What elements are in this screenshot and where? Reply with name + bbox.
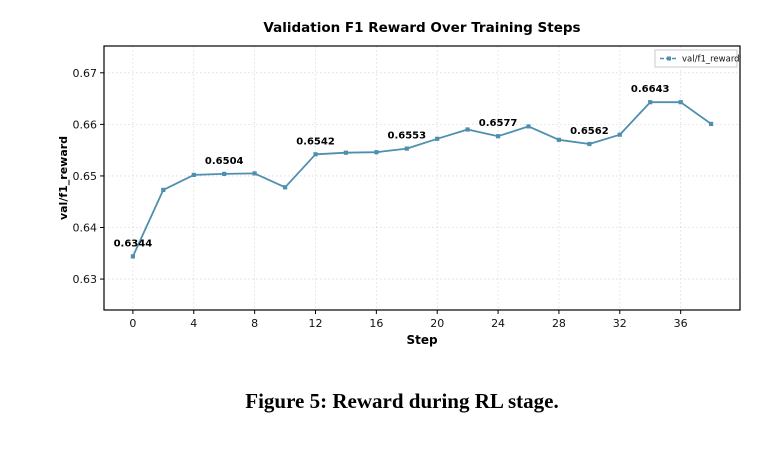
data-point-marker — [222, 171, 227, 176]
y-tick-label: 0.66 — [73, 118, 98, 131]
data-point-marker — [283, 185, 288, 190]
data-point-marker — [191, 172, 196, 177]
data-point-marker — [343, 150, 348, 155]
y-axis-label: val/f1_reward — [57, 136, 70, 220]
y-tick-label: 0.67 — [73, 67, 98, 80]
point-annotation: 0.6562 — [570, 126, 609, 137]
y-tick-label: 0.63 — [73, 273, 98, 286]
data-point-marker — [678, 100, 683, 105]
x-axis-label: Step — [406, 333, 438, 347]
plot-border — [103, 45, 741, 311]
x-tick-label: 4 — [190, 317, 197, 330]
line-chart: 0 4 8 12 16 20 24 28 32 36 0.63 0.64 0.65 0.66 0.67 0.6… — [57, 20, 741, 347]
y-tick-label: 0.65 — [73, 170, 98, 183]
point-annotation: 0.6577 — [479, 118, 518, 129]
point-annotation: 0.6542 — [296, 136, 335, 147]
legend: val/f1_reward — [654, 49, 740, 68]
point-annotation: 0.6553 — [388, 131, 427, 142]
data-point-marker — [313, 152, 318, 157]
point-annotation: 0.6344 — [114, 238, 153, 249]
data-point-marker — [404, 146, 409, 151]
data-point-marker — [496, 134, 501, 139]
x-tick-label: 16 — [369, 317, 383, 330]
legend-box — [654, 49, 738, 68]
data-point-marker — [587, 141, 592, 147]
data-point-marker — [435, 136, 440, 141]
point-annotation: 0.6504 — [205, 156, 244, 167]
data-point-marker — [465, 127, 470, 132]
data-point-marker — [648, 100, 653, 105]
data-point-marker — [556, 137, 561, 142]
data-line — [132, 101, 712, 257]
data-point-marker — [252, 171, 257, 176]
x-tick-label: 36 — [674, 317, 688, 330]
legend-marker-sample — [667, 56, 671, 61]
x-tick-label: 20 — [430, 317, 444, 330]
data-point-marker — [617, 132, 622, 137]
x-tick-label: 8 — [251, 317, 258, 330]
data-point-marker — [526, 124, 531, 129]
legend-label: val/f1_reward — [682, 55, 740, 65]
data-point-marker — [130, 254, 135, 259]
y-tick-label: 0.64 — [73, 222, 98, 235]
x-tick-label: 12 — [308, 317, 322, 330]
x-tick-label: 28 — [552, 317, 566, 330]
data-point-marker — [374, 150, 379, 155]
figure-caption: Figure 5: Reward during RL stage. — [245, 389, 559, 413]
data-point-marker — [161, 187, 166, 192]
x-tick-label: 24 — [491, 317, 505, 330]
data-point-marker — [709, 121, 714, 126]
x-tick-label: 0 — [129, 317, 136, 330]
point-annotation: 0.6643 — [631, 84, 670, 95]
figure-5: 0 4 8 12 16 20 24 28 32 36 0.63 0.64 0.65 0.66 0.67 0.6… — [52, 8, 752, 414]
x-tick-label: 32 — [613, 317, 627, 330]
chart-title: Validation F1 Reward Over Training Steps — [263, 20, 580, 36]
